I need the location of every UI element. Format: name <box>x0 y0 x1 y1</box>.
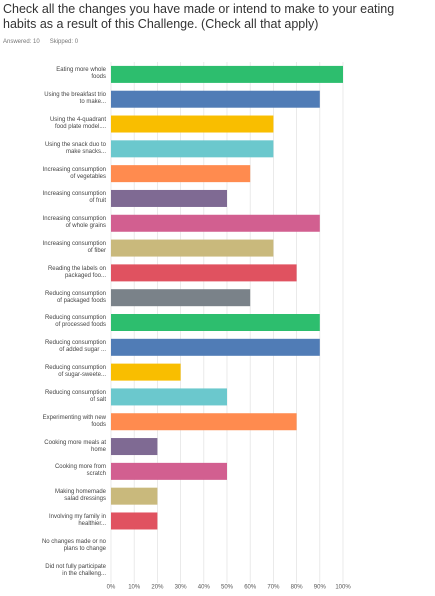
category-text: Experimenting with new foods <box>42 414 106 428</box>
category-label: Increasing consumption of fiber <box>40 236 106 261</box>
category-label: Increasing consumption of fruit <box>40 186 106 211</box>
category-label: Increasing consumption of vegetables <box>40 161 106 186</box>
x-tick-label: 80% <box>291 585 304 591</box>
category-text: Cooking more meals at home <box>44 439 106 453</box>
x-tick-label: 70% <box>267 585 280 591</box>
answered: Answered: 10 <box>3 39 40 45</box>
category-label: Cooking more from scratch <box>40 459 106 484</box>
category-text: Reducing consumption of salt <box>44 389 106 403</box>
category-label: Using the snack duo to make snacks... <box>40 136 106 161</box>
category-text: No changes made or no plans to change <box>41 538 106 552</box>
category-label: Using the breakfast trio to make... <box>40 87 106 112</box>
category-text: Increasing consumption of vegetables <box>42 166 106 180</box>
category-label: Reducing consumption of processed foods <box>40 310 106 335</box>
bar <box>111 512 158 530</box>
x-tick-label: 60% <box>244 585 257 591</box>
category-text: Reading the labels on packaged foo... <box>47 265 106 279</box>
category-text: Reducing consumption of added sugar ... <box>44 340 106 354</box>
bar <box>111 264 297 282</box>
bar <box>111 189 227 207</box>
bar <box>111 338 320 356</box>
x-tick-label: 10% <box>128 585 141 591</box>
category-label: Reducing consumption of added sugar ... <box>40 335 106 360</box>
x-tick-label: 100% <box>335 585 351 591</box>
bar <box>111 90 320 108</box>
category-label: Eating more whole foods <box>40 62 106 87</box>
category-label: Reading the labels on packaged foo... <box>40 260 106 285</box>
category-text: Did not fully participate in the challen… <box>45 563 106 577</box>
bar <box>111 363 181 381</box>
bar <box>111 413 297 431</box>
x-tick-label: 40% <box>198 585 211 591</box>
bar <box>111 214 320 232</box>
category-text: Making homemade salad dressings <box>54 489 106 503</box>
x-tick-label: 30% <box>175 585 188 591</box>
bar <box>111 140 274 158</box>
bar <box>111 438 158 456</box>
bar <box>111 239 274 257</box>
x-tick-label: 0% <box>107 585 116 591</box>
category-text: Using the breakfast trio to make... <box>44 92 106 106</box>
bar <box>111 115 274 133</box>
category-text: Reducing consumption of processed foods <box>44 315 106 329</box>
response-counts: Answered: 10 Skipped: 0 <box>3 39 88 45</box>
category-text: Reducing consumption of packaged foods <box>44 290 106 304</box>
bar <box>111 487 158 505</box>
category-label: Making homemade salad dressings <box>40 484 106 509</box>
question-title: Check all the changes you have made or i… <box>3 2 395 31</box>
category-label: Cooking more meals at home <box>40 434 106 459</box>
bar <box>111 314 320 331</box>
category-label: No changes made or no plans to change <box>40 533 106 558</box>
category-text: Reducing consumption of sugar-sweete... <box>44 365 106 379</box>
category-text: Eating more whole foods <box>56 67 106 81</box>
category-text: Increasing consumption of fruit <box>42 191 106 205</box>
category-text: Cooking more from scratch <box>54 464 106 478</box>
category-text: Using the 4-quadrant food plate model...… <box>49 117 106 130</box>
category-text: Increasing consumption of whole grains <box>42 216 106 230</box>
category-text: Increasing consumption of fiber <box>42 241 106 255</box>
category-label: Involving my family in healthier... <box>40 509 106 534</box>
category-label: Did not fully participate in the challen… <box>40 558 106 583</box>
x-tick-label: 90% <box>314 585 327 591</box>
x-tick-label: 20% <box>151 585 164 591</box>
category-text: Involving my family in healthier... <box>48 513 106 527</box>
category-label: Using the 4-quadrant food plate model...… <box>40 112 106 137</box>
bar <box>111 165 251 183</box>
x-tick-label: 50% <box>221 585 234 591</box>
category-label: Experimenting with new foods <box>40 409 106 434</box>
bar <box>111 462 227 480</box>
bar <box>111 388 227 406</box>
category-text: Using the snack duo to make snacks... <box>44 141 106 155</box>
category-label: Reducing consumption of sugar-sweete... <box>40 360 106 385</box>
skipped: Skipped: 0 <box>49 39 79 45</box>
bar <box>111 289 251 307</box>
category-label: Increasing consumption of whole grains <box>40 211 106 236</box>
category-label: Reducing consumption of salt <box>40 385 106 410</box>
category-label: Reducing consumption of packaged foods <box>40 285 106 310</box>
bar <box>111 65 343 83</box>
